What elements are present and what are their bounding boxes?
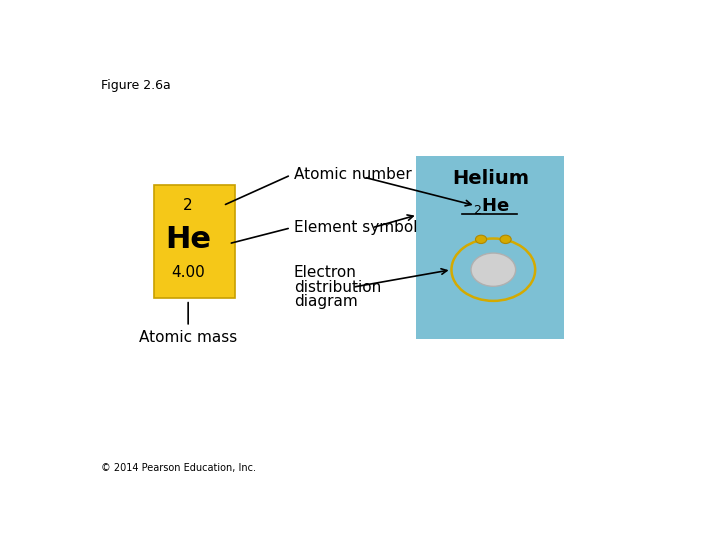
- Text: distribution: distribution: [294, 280, 381, 295]
- Circle shape: [500, 235, 511, 244]
- Text: Atomic mass: Atomic mass: [139, 329, 238, 345]
- Text: 2: 2: [184, 198, 193, 213]
- Bar: [154, 185, 235, 298]
- Text: Helium: Helium: [452, 168, 529, 188]
- Text: © 2014 Pearson Education, Inc.: © 2014 Pearson Education, Inc.: [101, 463, 256, 473]
- Text: Element symbol: Element symbol: [294, 220, 417, 235]
- Text: He: He: [165, 225, 211, 254]
- Text: Atomic number: Atomic number: [294, 167, 411, 183]
- Bar: [416, 156, 564, 339]
- Text: Figure 2.6a: Figure 2.6a: [101, 79, 171, 92]
- Text: 4.00: 4.00: [171, 266, 205, 280]
- Text: $_2$He: $_2$He: [472, 195, 510, 215]
- Text: Electron: Electron: [294, 265, 356, 280]
- Circle shape: [471, 253, 516, 286]
- Circle shape: [475, 235, 487, 244]
- Text: diagram: diagram: [294, 294, 357, 309]
